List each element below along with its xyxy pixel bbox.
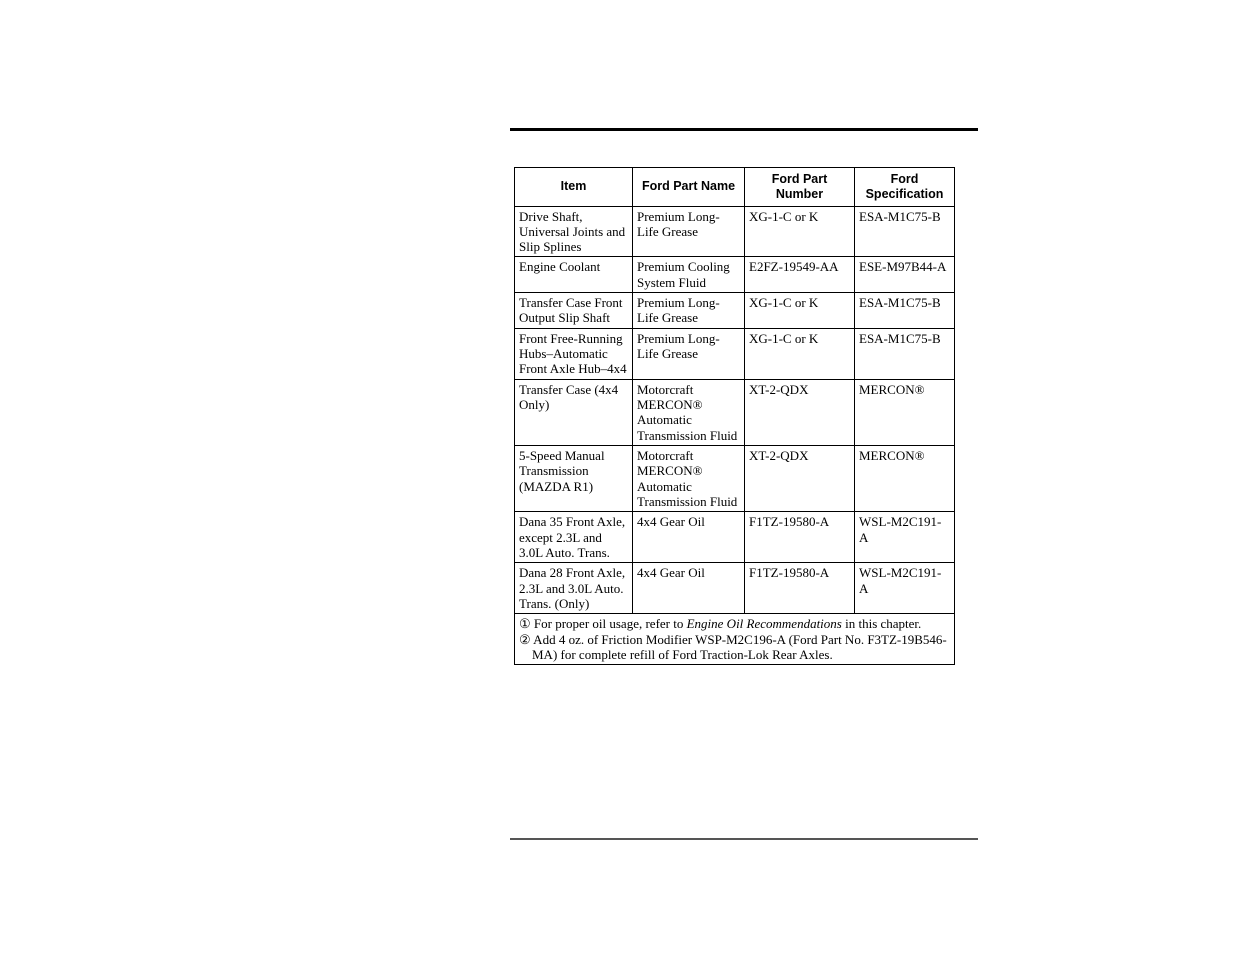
cell-spec: MERCON® xyxy=(855,379,955,445)
cell-item: Transfer Case Front Output Slip Shaft xyxy=(515,293,633,329)
cell-part-name: Premium Long-Life Grease xyxy=(633,293,745,329)
cell-part-number: F1TZ-19580-A xyxy=(745,512,855,563)
table-body: Drive Shaft, Universal Joints and Slip S… xyxy=(515,206,955,665)
cell-item: Transfer Case (4x4 Only) xyxy=(515,379,633,445)
footnote-1-prefix: ① For proper oil usage, refer to xyxy=(519,616,687,631)
footnote-1-suffix: in this chapter. xyxy=(842,616,921,631)
cell-item: Engine Coolant xyxy=(515,257,633,293)
table-row: Engine Coolant Premium Cooling System Fl… xyxy=(515,257,955,293)
footnote-1: ① For proper oil usage, refer to Engine … xyxy=(519,616,950,631)
table-header-row: Item Ford Part Name Ford Part Number For… xyxy=(515,168,955,207)
cell-part-name: Motorcraft MERCON® Automatic Transmissio… xyxy=(633,379,745,445)
page-content: Item Ford Part Name Ford Part Number For… xyxy=(510,128,978,665)
cell-item: 5-Speed Manual Transmission (MAZDA R1) xyxy=(515,446,633,512)
cell-spec: ESE-M97B44-A xyxy=(855,257,955,293)
cell-part-number: F1TZ-19580-A xyxy=(745,563,855,614)
bottom-rule xyxy=(510,838,978,840)
cell-part-name: Motorcraft MERCON® Automatic Transmissio… xyxy=(633,446,745,512)
table-row: 5-Speed Manual Transmission (MAZDA R1) M… xyxy=(515,446,955,512)
table-row: Transfer Case Front Output Slip Shaft Pr… xyxy=(515,293,955,329)
table-row: Front Free-Running Hubs–Automatic Front … xyxy=(515,328,955,379)
cell-part-number: XG-1-C or K xyxy=(745,293,855,329)
cell-part-number: XT-2-QDX xyxy=(745,379,855,445)
header-part-name: Ford Part Name xyxy=(633,168,745,207)
cell-spec: WSL-M2C191-A xyxy=(855,563,955,614)
cell-item: Drive Shaft, Universal Joints and Slip S… xyxy=(515,206,633,257)
table-row: Dana 28 Front Axle, 2.3L and 3.0L Auto. … xyxy=(515,563,955,614)
cell-part-name: Premium Long-Life Grease xyxy=(633,206,745,257)
cell-part-name: Premium Cooling System Fluid xyxy=(633,257,745,293)
cell-spec: WSL-M2C191-A xyxy=(855,512,955,563)
cell-spec: ESA-M1C75-B xyxy=(855,206,955,257)
cell-part-name: Premium Long-Life Grease xyxy=(633,328,745,379)
cell-item: Dana 28 Front Axle, 2.3L and 3.0L Auto. … xyxy=(515,563,633,614)
cell-item: Dana 35 Front Axle, except 2.3L and 3.0L… xyxy=(515,512,633,563)
cell-part-number: XG-1-C or K xyxy=(745,206,855,257)
cell-part-name: 4x4 Gear Oil xyxy=(633,563,745,614)
cell-part-name: 4x4 Gear Oil xyxy=(633,512,745,563)
cell-part-number: E2FZ-19549-AA xyxy=(745,257,855,293)
table-row: Transfer Case (4x4 Only) Motorcraft MERC… xyxy=(515,379,955,445)
table-row: Dana 35 Front Axle, except 2.3L and 3.0L… xyxy=(515,512,955,563)
specification-table: Item Ford Part Name Ford Part Number For… xyxy=(514,167,955,665)
cell-item: Front Free-Running Hubs–Automatic Front … xyxy=(515,328,633,379)
top-rule xyxy=(510,128,978,131)
footnote-row: ① For proper oil usage, refer to Engine … xyxy=(515,614,955,665)
cell-spec: MERCON® xyxy=(855,446,955,512)
footnote-1-italic: Engine Oil Recommendations xyxy=(687,616,842,631)
footnotes-cell: ① For proper oil usage, refer to Engine … xyxy=(515,614,955,665)
cell-part-number: XT-2-QDX xyxy=(745,446,855,512)
header-item: Item xyxy=(515,168,633,207)
header-part-number: Ford Part Number xyxy=(745,168,855,207)
cell-spec: ESA-M1C75-B xyxy=(855,328,955,379)
cell-part-number: XG-1-C or K xyxy=(745,328,855,379)
cell-spec: ESA-M1C75-B xyxy=(855,293,955,329)
footnote-2: ② Add 4 oz. of Friction Modifier WSP-M2C… xyxy=(519,632,950,663)
header-spec: Ford Specification xyxy=(855,168,955,207)
table-row: Drive Shaft, Universal Joints and Slip S… xyxy=(515,206,955,257)
